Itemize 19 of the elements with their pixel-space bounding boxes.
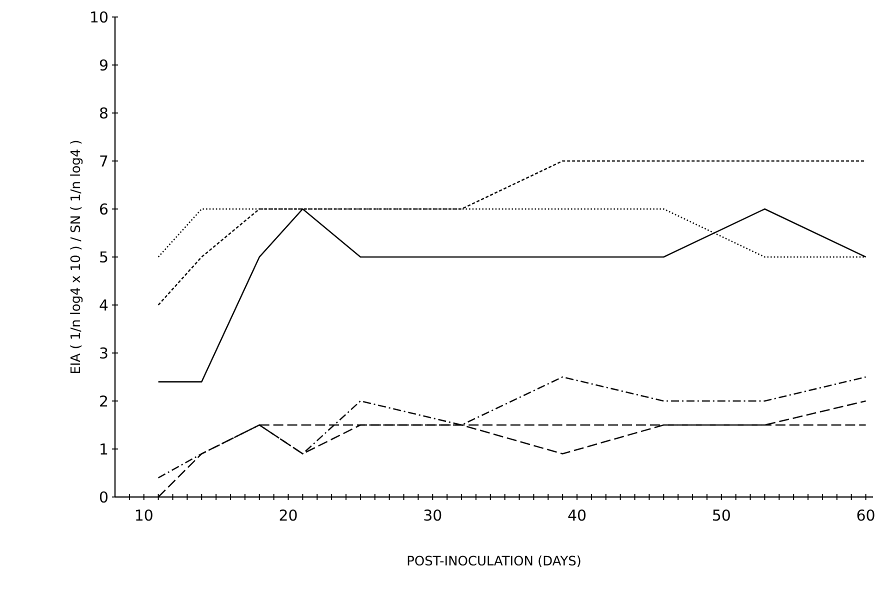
x-tick-label: 20 [280, 509, 297, 521]
y-tick-label: 6 [100, 203, 108, 215]
y-tick-label: 3 [100, 347, 108, 359]
y-tick-label: 8 [100, 107, 108, 119]
y-tick-label: 1 [100, 444, 108, 454]
y-axis-title: EIA ( 1/n log4 x 10 ) / SN ( 1/n log4 ) [70, 140, 83, 373]
x-tick-label: 50 [713, 509, 730, 521]
y-tick-label: 0 [100, 491, 108, 503]
x-tick-label: 40 [568, 509, 586, 521]
x-tick-label: 30 [424, 509, 442, 521]
x-tick-label: 10 [136, 509, 152, 521]
y-tick-label: 4 [100, 300, 108, 310]
y-tick-label: 2 [100, 395, 107, 407]
y-tick-label: 10 [91, 11, 108, 23]
y-tick-label: 5 [100, 251, 108, 263]
x-axis-title: POST-INOCULATION (DAYS) [408, 556, 580, 568]
y-tick-label: 7 [100, 156, 108, 166]
x-tick-label: 60 [857, 509, 874, 521]
y-tick-label: 9 [100, 59, 108, 71]
